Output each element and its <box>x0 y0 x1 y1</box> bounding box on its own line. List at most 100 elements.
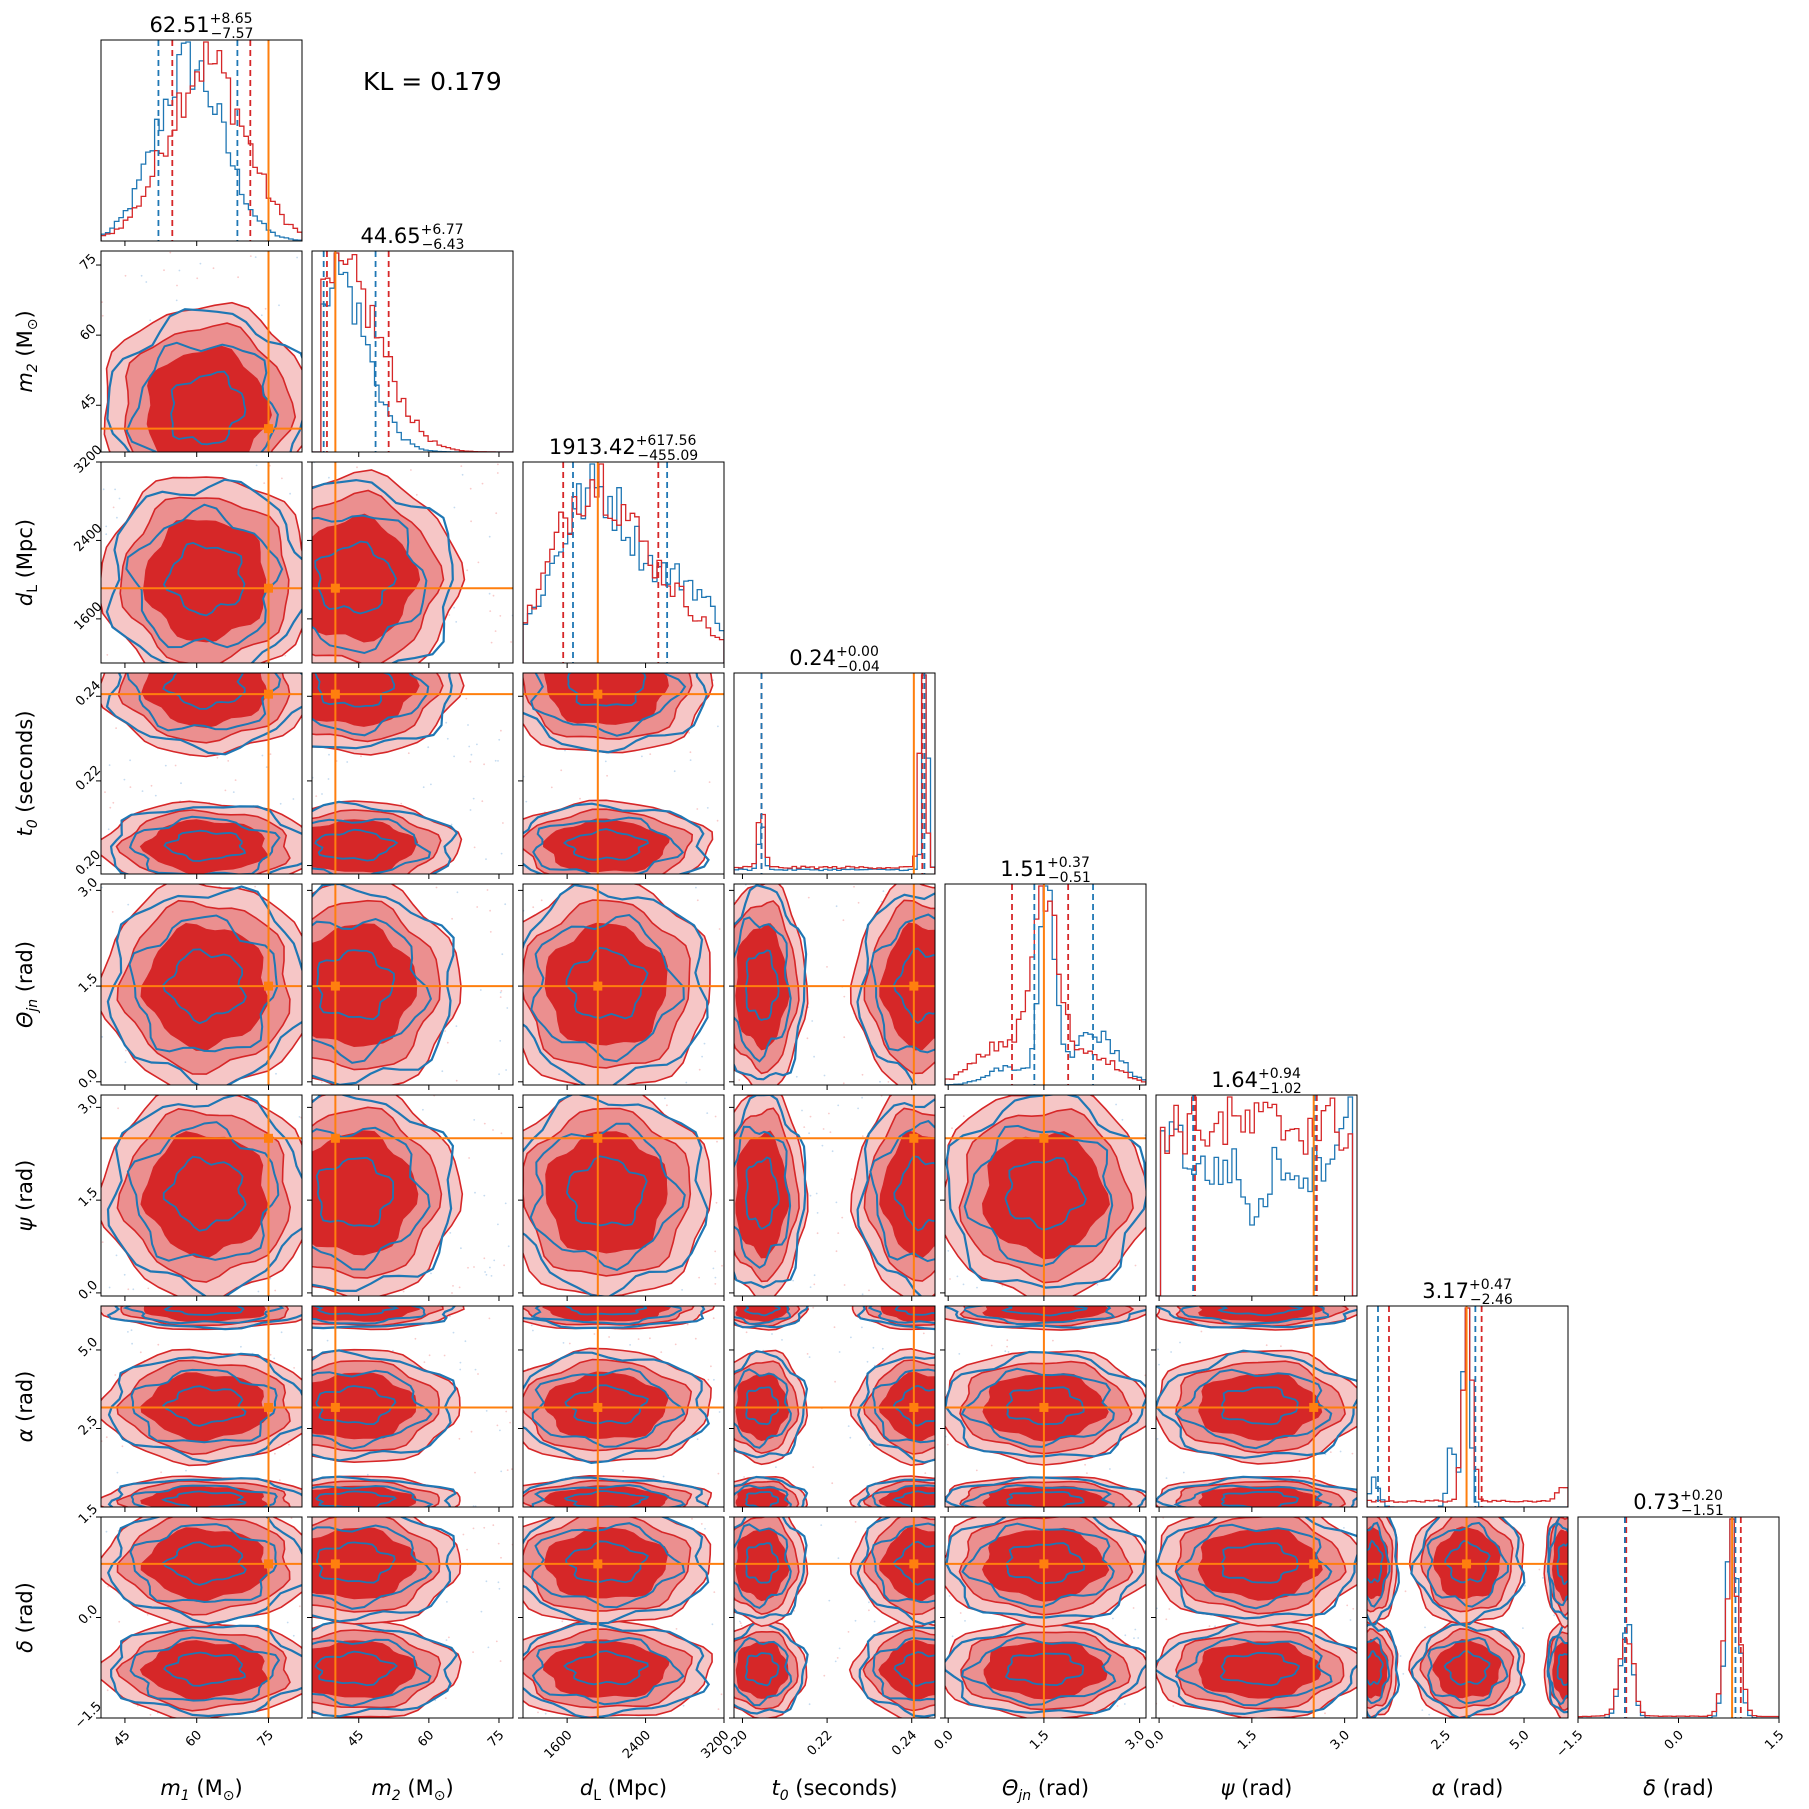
contour-blue-outer <box>312 1095 455 1293</box>
contour-blue-mid <box>734 1636 793 1707</box>
panel-frame <box>311 461 514 664</box>
panel-frame <box>311 1094 514 1297</box>
hist-panel-delta: 0.73+0.20 −1.51 −1.5 0.0 1.5 <box>1554 1488 1788 1761</box>
contour-blue-inner <box>314 1650 398 1687</box>
contour-blue-inner <box>1001 1306 1089 1317</box>
truth-marker <box>909 1402 919 1412</box>
contour-blue-outer <box>734 1095 807 1289</box>
hist-psi-series-a <box>1156 1096 1357 1296</box>
x-axis-label-delta: δ (rad) <box>1643 1776 1714 1800</box>
truth-marker <box>1309 1559 1319 1569</box>
truth-marker <box>330 689 340 699</box>
contour-blue-mid <box>125 503 284 649</box>
truth-marker <box>264 689 273 699</box>
contour-blue-mid <box>734 1368 792 1449</box>
panel-t0-vs-alpha <box>729 1305 936 1512</box>
contour-blue-mid <box>312 673 430 737</box>
contour-red-inner <box>542 818 670 873</box>
hist-panel-dL: 1913.42+617.56 −455.09 <box>522 433 725 668</box>
hist-panel-thetajn: 1.51+0.37 −0.51 <box>944 855 1147 1090</box>
truth-marker <box>1309 1402 1319 1412</box>
hist-delta-series-a <box>1578 1518 1779 1718</box>
y-axis-label-t0: t0 (seconds) <box>13 710 41 836</box>
contour-blue-mid <box>532 816 685 874</box>
contour-blue-outer <box>856 1478 935 1507</box>
contour-blue-mid <box>312 1524 433 1610</box>
contour-blue-mid <box>1367 1521 1391 1608</box>
y-tick-label-m2: 45 <box>77 392 99 414</box>
contour-blue-mid <box>122 1306 285 1325</box>
contour-blue-mid <box>869 1119 935 1263</box>
truth-marker <box>1039 1402 1049 1412</box>
truth-marker <box>1039 1133 1049 1143</box>
contour-blue-mid <box>126 1121 280 1262</box>
contour-blue-outer <box>856 1098 935 1296</box>
contour-blue-mid <box>1546 1636 1568 1706</box>
contour-blue-mid <box>530 673 687 737</box>
contour-blue-outer <box>523 673 708 754</box>
contour-blue-inner <box>562 828 650 861</box>
panel-frame <box>311 883 514 1086</box>
truth-marker <box>593 1402 603 1412</box>
truth-marker <box>264 1133 273 1143</box>
contour-red-inner <box>143 1306 266 1322</box>
contour-blue-inner <box>563 1306 648 1316</box>
contour-blue-mid <box>871 1484 935 1507</box>
contour-red-inner <box>146 345 272 452</box>
panel-dL-vs-delta: 1600 2400 3200 <box>518 1516 732 1762</box>
panel-frame <box>944 1094 1147 1297</box>
contour-blue-inner <box>170 370 247 446</box>
panel-m1-vs-psi: 0.0 1.5 3.0 <box>76 1092 303 1303</box>
contour-blue-outer <box>312 1475 457 1507</box>
hist-panel-m2: 44.65+6.77 −6.43 <box>311 222 514 457</box>
x-tick-label-m2: 45 <box>345 1728 367 1750</box>
contour-blue-mid <box>312 1638 432 1707</box>
x-tick-label-delta: −1.5 <box>1554 1728 1587 1761</box>
x-tick-label-t0: 0.24 <box>889 1728 920 1759</box>
contour-blue-mid <box>963 1306 1116 1326</box>
contour-blue-outer <box>312 1306 457 1330</box>
panel-m2-vs-delta: 45 60 75 <box>307 1516 514 1750</box>
contour-blue-outer <box>312 478 454 663</box>
panel-frame <box>100 883 303 1086</box>
contour-blue-inner <box>1221 1386 1299 1426</box>
contour-red-inner <box>879 1130 935 1259</box>
truth-marker <box>264 981 273 991</box>
truth-marker <box>330 1402 340 1412</box>
panel-thetajn-vs-delta: 0.0 1.5 3.0 <box>931 1516 1148 1753</box>
contour-red-inner <box>141 673 268 729</box>
contour-blue-outer <box>523 1306 706 1330</box>
hist-m1-series-b <box>101 41 302 241</box>
panel-alpha-vs-delta: 2.5 5.0 <box>1362 1516 1569 1753</box>
panel-frame <box>100 250 303 453</box>
contour-blue-inner <box>564 1384 649 1425</box>
contour-blue-outer <box>106 1306 302 1331</box>
truth-marker <box>909 981 919 991</box>
contour-blue-inner <box>745 1386 780 1426</box>
truth-marker <box>264 1559 273 1569</box>
truth-marker <box>330 1559 340 1569</box>
panel-m2-vs-dL <box>307 461 514 668</box>
truth-marker <box>593 1559 603 1569</box>
panel-t0-vs-delta: 0.20 0.22 0.24 <box>720 1516 936 1759</box>
truth-marker <box>909 1133 919 1143</box>
truth-marker <box>330 981 340 991</box>
y-tick-label-alpha: 2.5 <box>76 1413 101 1438</box>
y-axis-label-thetajn: Θjn (rad) <box>13 941 41 1028</box>
contour-blue-inner <box>744 1652 780 1687</box>
contour-blue-outer <box>107 1477 302 1507</box>
y-tick-label-psi: 0.0 <box>76 1278 101 1303</box>
panel-frame <box>100 1305 303 1508</box>
contour-blue-outer <box>858 1626 935 1718</box>
truth-marker <box>1039 1559 1049 1569</box>
y-axis-label-delta: δ (rad) <box>13 1582 37 1653</box>
kl-annotation: KL = 0.179 <box>363 67 502 96</box>
contour-blue-mid <box>312 818 432 874</box>
panel-frame <box>522 461 725 664</box>
contour-blue-mid <box>734 1306 792 1325</box>
panel-frame <box>311 672 514 875</box>
contour-blue-inner <box>1443 1650 1491 1686</box>
contour-blue-inner <box>162 673 246 710</box>
contour-blue-outer <box>105 673 302 756</box>
contour-blue-outer <box>734 1306 810 1329</box>
